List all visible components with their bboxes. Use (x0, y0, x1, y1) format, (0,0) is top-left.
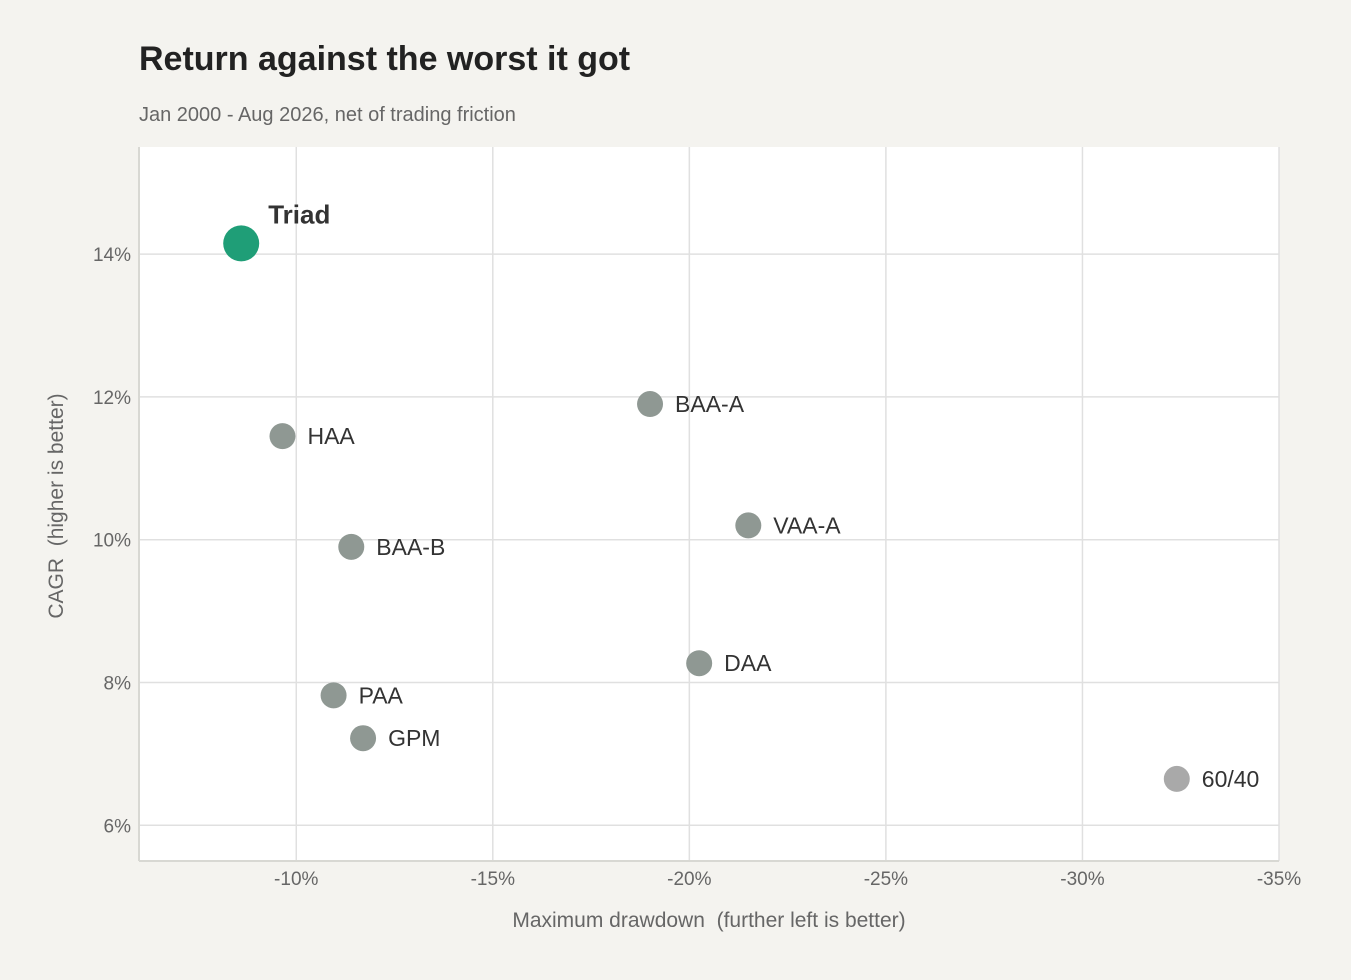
x-tick-label: -25% (864, 869, 908, 890)
x-tick-label: -10% (274, 869, 318, 890)
point-label-vaa-a: VAA-A (773, 512, 841, 538)
x-tick-label: -30% (1060, 869, 1104, 890)
grid-lines (139, 147, 1280, 861)
y-tick-label: 12% (93, 388, 131, 409)
point-label-baa-a: BAA-A (675, 391, 745, 417)
point-baa-b (338, 533, 365, 560)
point-triad (223, 225, 260, 262)
point-daa (686, 650, 713, 677)
point-label-paa: PAA (359, 682, 404, 708)
point-gpm (350, 725, 377, 752)
chart-subtitle: Jan 2000 - Aug 2026, net of trading fric… (139, 104, 516, 126)
y-tick-label: 14% (93, 245, 131, 266)
point-label-daa: DAA (724, 650, 772, 676)
axes (138, 147, 1279, 862)
data-points (223, 225, 1190, 792)
point-label-gpm: GPM (388, 725, 440, 751)
y-tick-label: 6% (104, 816, 132, 837)
point-vaa-a (735, 512, 762, 539)
chart-title: Return against the worst it got (139, 40, 631, 78)
x-axis-label: Maximum drawdown (further left is better… (512, 909, 905, 932)
point-haa (269, 423, 296, 450)
point-label-haa: HAA (307, 423, 355, 449)
point-labels: Triad HAA BAA-A VAA-A BAA-B DAA PAA GPM 60/40 (268, 199, 1259, 792)
point-baa-a (637, 391, 664, 418)
plot-area (139, 147, 1279, 861)
y-tick-label: 10% (93, 531, 131, 552)
point-label-60-40: 60/40 (1202, 766, 1260, 792)
point-paa (320, 682, 347, 709)
x-tick-label: -20% (667, 869, 711, 890)
y-axis-label: CAGR (higher is better) (45, 393, 68, 618)
x-tick-label: -15% (471, 869, 515, 890)
y-tick-label: 8% (104, 674, 132, 695)
point-label-baa-b: BAA-B (376, 534, 445, 560)
point-60-40 (1163, 765, 1190, 792)
x-tick-label: -35% (1257, 869, 1301, 890)
tick-labels: -10% -15% -20% -25% -30% -35% 6% 8% 10% 12% 14% (93, 245, 1301, 890)
point-label-triad: Triad (268, 199, 330, 229)
